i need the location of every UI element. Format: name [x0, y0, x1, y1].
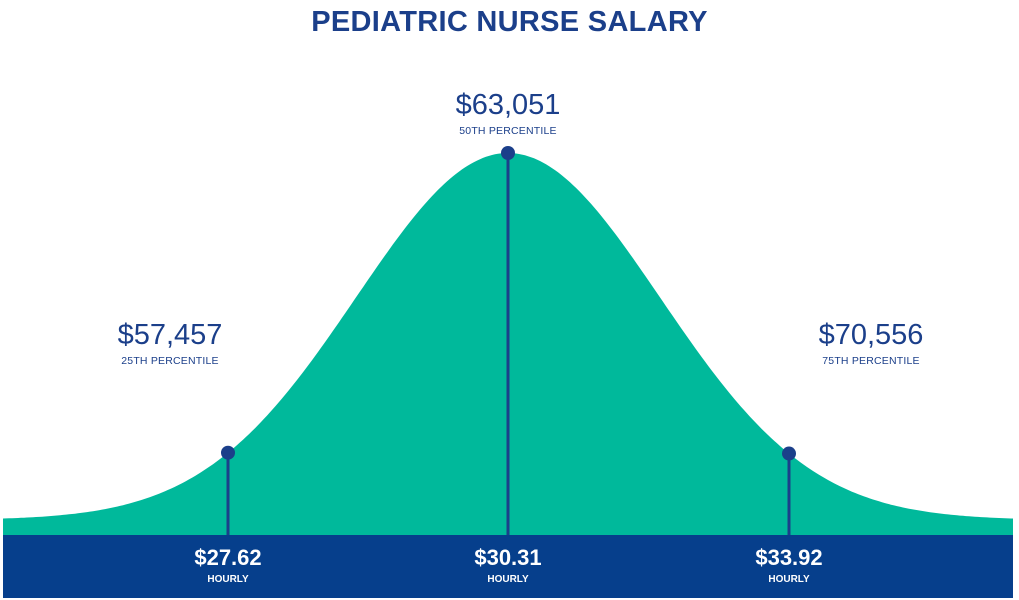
hourly-value-75th: $33.92: [755, 545, 823, 570]
hourly-band: [3, 535, 1013, 598]
hourly-label-25th: HOURLY: [207, 574, 249, 585]
hourly-value-50th: $30.31: [474, 545, 542, 570]
marker-dot-25th: [221, 445, 235, 460]
percentile-label-75th: 75TH PERCENTILE: [822, 355, 920, 367]
annual-value-25th: $57,457: [117, 319, 223, 351]
marker-dot-75th: [782, 446, 796, 461]
percentile-label-50th: 50TH PERCENTILE: [459, 125, 557, 137]
annual-value-75th: $70,556: [818, 319, 924, 351]
hourly-label-75th: HOURLY: [768, 574, 810, 585]
hourly-value-25th: $27.62: [194, 545, 262, 570]
marker-dot-50th: [501, 146, 515, 160]
hourly-label-50th: HOURLY: [487, 574, 529, 585]
annual-value-50th: $63,051: [455, 89, 561, 121]
chart-title: PEDIATRIC NURSE SALARY: [311, 6, 708, 38]
percentile-label-25th: 25TH PERCENTILE: [121, 355, 219, 367]
